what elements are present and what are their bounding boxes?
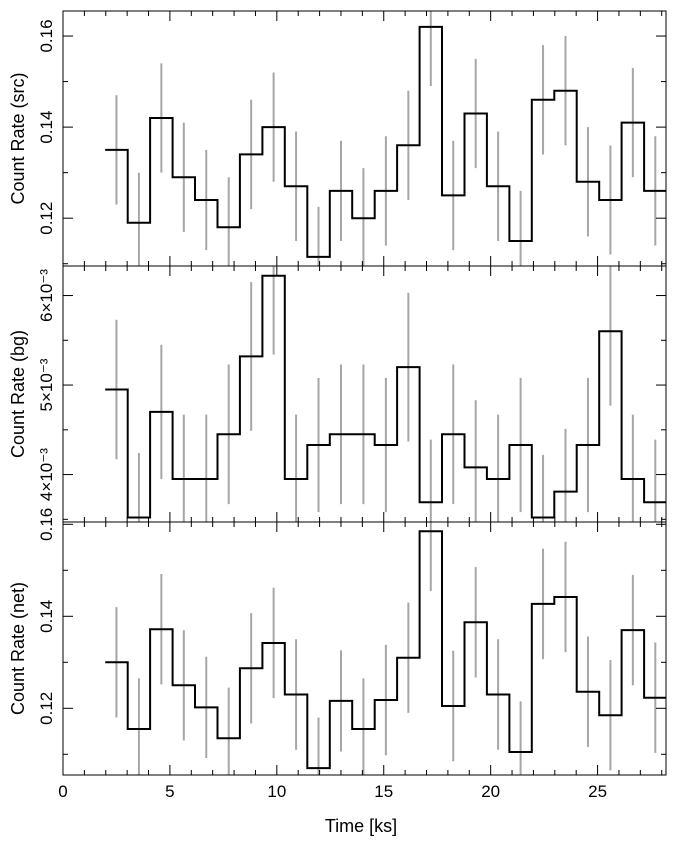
x-tick-label: 10 (267, 782, 286, 801)
bg-y-tick-label: 5×10⁻³ (37, 358, 56, 411)
net-y-tick-label: 0.16 (37, 508, 56, 541)
net-y-tick-label: 0.12 (37, 692, 56, 725)
x-tick-label: 0 (58, 782, 67, 801)
x-tick-label: 20 (481, 782, 500, 801)
x-axis-label: Time [ks] (325, 816, 397, 836)
bg-y-tick-label: 6×10⁻³ (37, 269, 56, 322)
src-y-tick-label: 0.12 (37, 202, 56, 235)
src-y-tick-label: 0.14 (37, 111, 56, 144)
src-frame (62, 10, 667, 267)
x-tick-label: 15 (374, 782, 393, 801)
x-tick-label: 25 (588, 782, 607, 801)
src-y-tick-label: 0.16 (37, 19, 56, 52)
panel-src: 0.12 0.14 0.16 Count Rate (src) (8, 10, 667, 267)
bg-y-axis-label: Count Rate (bg) (8, 330, 28, 458)
net-y-axis-label: Count Rate (net) (8, 582, 28, 715)
net-y-tick-label: 0.14 (37, 600, 56, 633)
panel-net: 0.12 0.14 0.16 Count Rate (net) (8, 508, 667, 776)
net-step-line (105, 530, 667, 770)
net-frame (62, 521, 667, 776)
panel-bg: 4×10⁻³ 5×10⁻³ 6×10⁻³ Count Rate (bg) (8, 265, 667, 523)
bg-step-line (105, 274, 667, 519)
x-tick-label: 5 (165, 782, 174, 801)
bg-frame (62, 265, 667, 523)
src-step-line (105, 25, 667, 258)
src-y-axis-label: Count Rate (src) (8, 72, 28, 204)
bg-y-tick-label: 4×10⁻³ (37, 448, 56, 501)
